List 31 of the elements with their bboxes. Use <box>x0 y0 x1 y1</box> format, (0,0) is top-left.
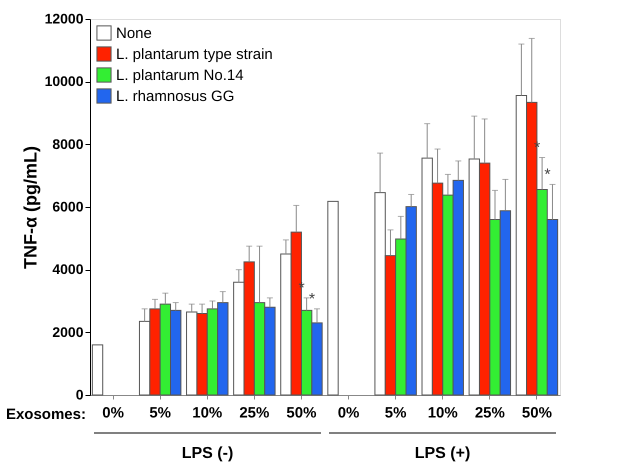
legend-label: None <box>116 25 152 42</box>
annotation: * <box>534 139 540 156</box>
y-tick-label: 2000 <box>52 324 84 340</box>
y-tick-label: 10000 <box>44 73 84 90</box>
x-tick-label: 10% <box>428 404 458 422</box>
annotation: * <box>298 280 305 297</box>
annotation: * <box>544 166 551 184</box>
x-tick-label: 0% <box>338 404 360 422</box>
bar <box>92 344 104 396</box>
x-tick-label: 25% <box>239 404 270 422</box>
bar <box>327 200 339 396</box>
x-tick-label: 5% <box>149 404 172 422</box>
text: LPS (-) <box>182 445 234 462</box>
x-tick-label: 50% <box>522 404 552 422</box>
x-tick-label: 0% <box>102 404 124 422</box>
legend-label: L. plantarum No.14 <box>116 67 244 84</box>
y-tick-label: 0 <box>76 386 84 402</box>
y-tick-label: 12000 <box>44 10 84 26</box>
y-tick-label: 8000 <box>52 136 84 152</box>
y-tick-label: 4000 <box>52 261 84 278</box>
y-axis-title: TNF-α (pg/mL) <box>20 146 41 270</box>
y-tick-label: 6000 <box>52 198 84 214</box>
x-tick-label: 25% <box>474 404 505 422</box>
text: LPS (+) <box>414 445 470 462</box>
legend-label: L. plantarum type strain <box>116 46 273 63</box>
annotation: * <box>308 290 316 308</box>
x-axis-title: Exosomes: <box>6 406 86 423</box>
legend-label: L. rhamnosus GG <box>116 88 234 105</box>
x-tick-label: 50% <box>286 404 316 422</box>
x-tick-label: 10% <box>192 404 222 422</box>
x-tick-label: 5% <box>384 404 406 422</box>
